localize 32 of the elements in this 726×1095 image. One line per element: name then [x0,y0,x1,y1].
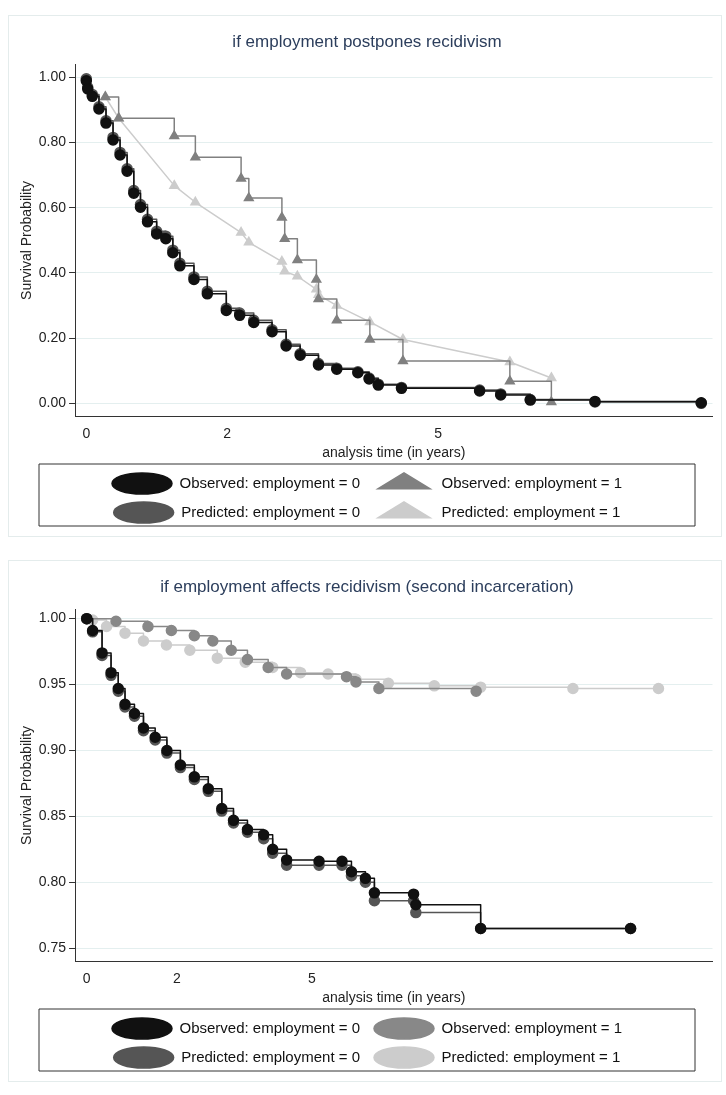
x-tick-label: 5 [307,969,316,986]
y-axis-title: Survival Probability [18,180,35,300]
y-tick-label: 0.95 [38,675,67,692]
x-tick-label: 5 [434,424,443,441]
x-tick-label: 2 [223,424,232,441]
y-tick-label: 0.60 [38,198,67,215]
legend-label: Observed: employment = 1 [441,1018,623,1036]
y-tick-label: 0.75 [38,939,67,956]
x-axis-title: analysis time (in years) [322,989,466,1006]
y-tick-label: 0.80 [38,133,67,150]
legend-label: Observed: employment = 0 [179,473,361,491]
x-axis-title: analysis time (in years) [322,444,466,461]
y-tick-label: 0.40 [38,263,67,280]
x-tick-label: 0 [82,424,91,441]
y-tick-label: 0.80 [38,873,67,890]
y-tick-label: 0.85 [38,807,67,824]
legend-label: Predicted: employment = 1 [441,1047,621,1065]
legend-label: Predicted: employment = 1 [441,502,621,520]
x-tick-label: 2 [172,969,181,986]
chart-title: if employment affects recidivism (second incarceration) [160,576,574,596]
y-tick-label: 0.90 [38,741,67,758]
legend-label: Observed: employment = 1 [441,473,623,491]
y-axis-title: Survival Probability [18,725,35,845]
legend-label: Predicted: employment = 0 [181,1047,360,1065]
legend-label: Predicted: employment = 0 [181,502,360,520]
legend-label: Observed: employment = 0 [179,1018,361,1036]
y-tick-label: 0.20 [38,329,67,346]
y-tick-label: 1.00 [38,68,67,85]
y-tick-label: 1.00 [38,609,67,626]
y-tick-label: 0.00 [38,394,67,411]
chart-title: if employment postpones recidivism [232,31,502,51]
x-tick-label: 0 [82,969,91,986]
